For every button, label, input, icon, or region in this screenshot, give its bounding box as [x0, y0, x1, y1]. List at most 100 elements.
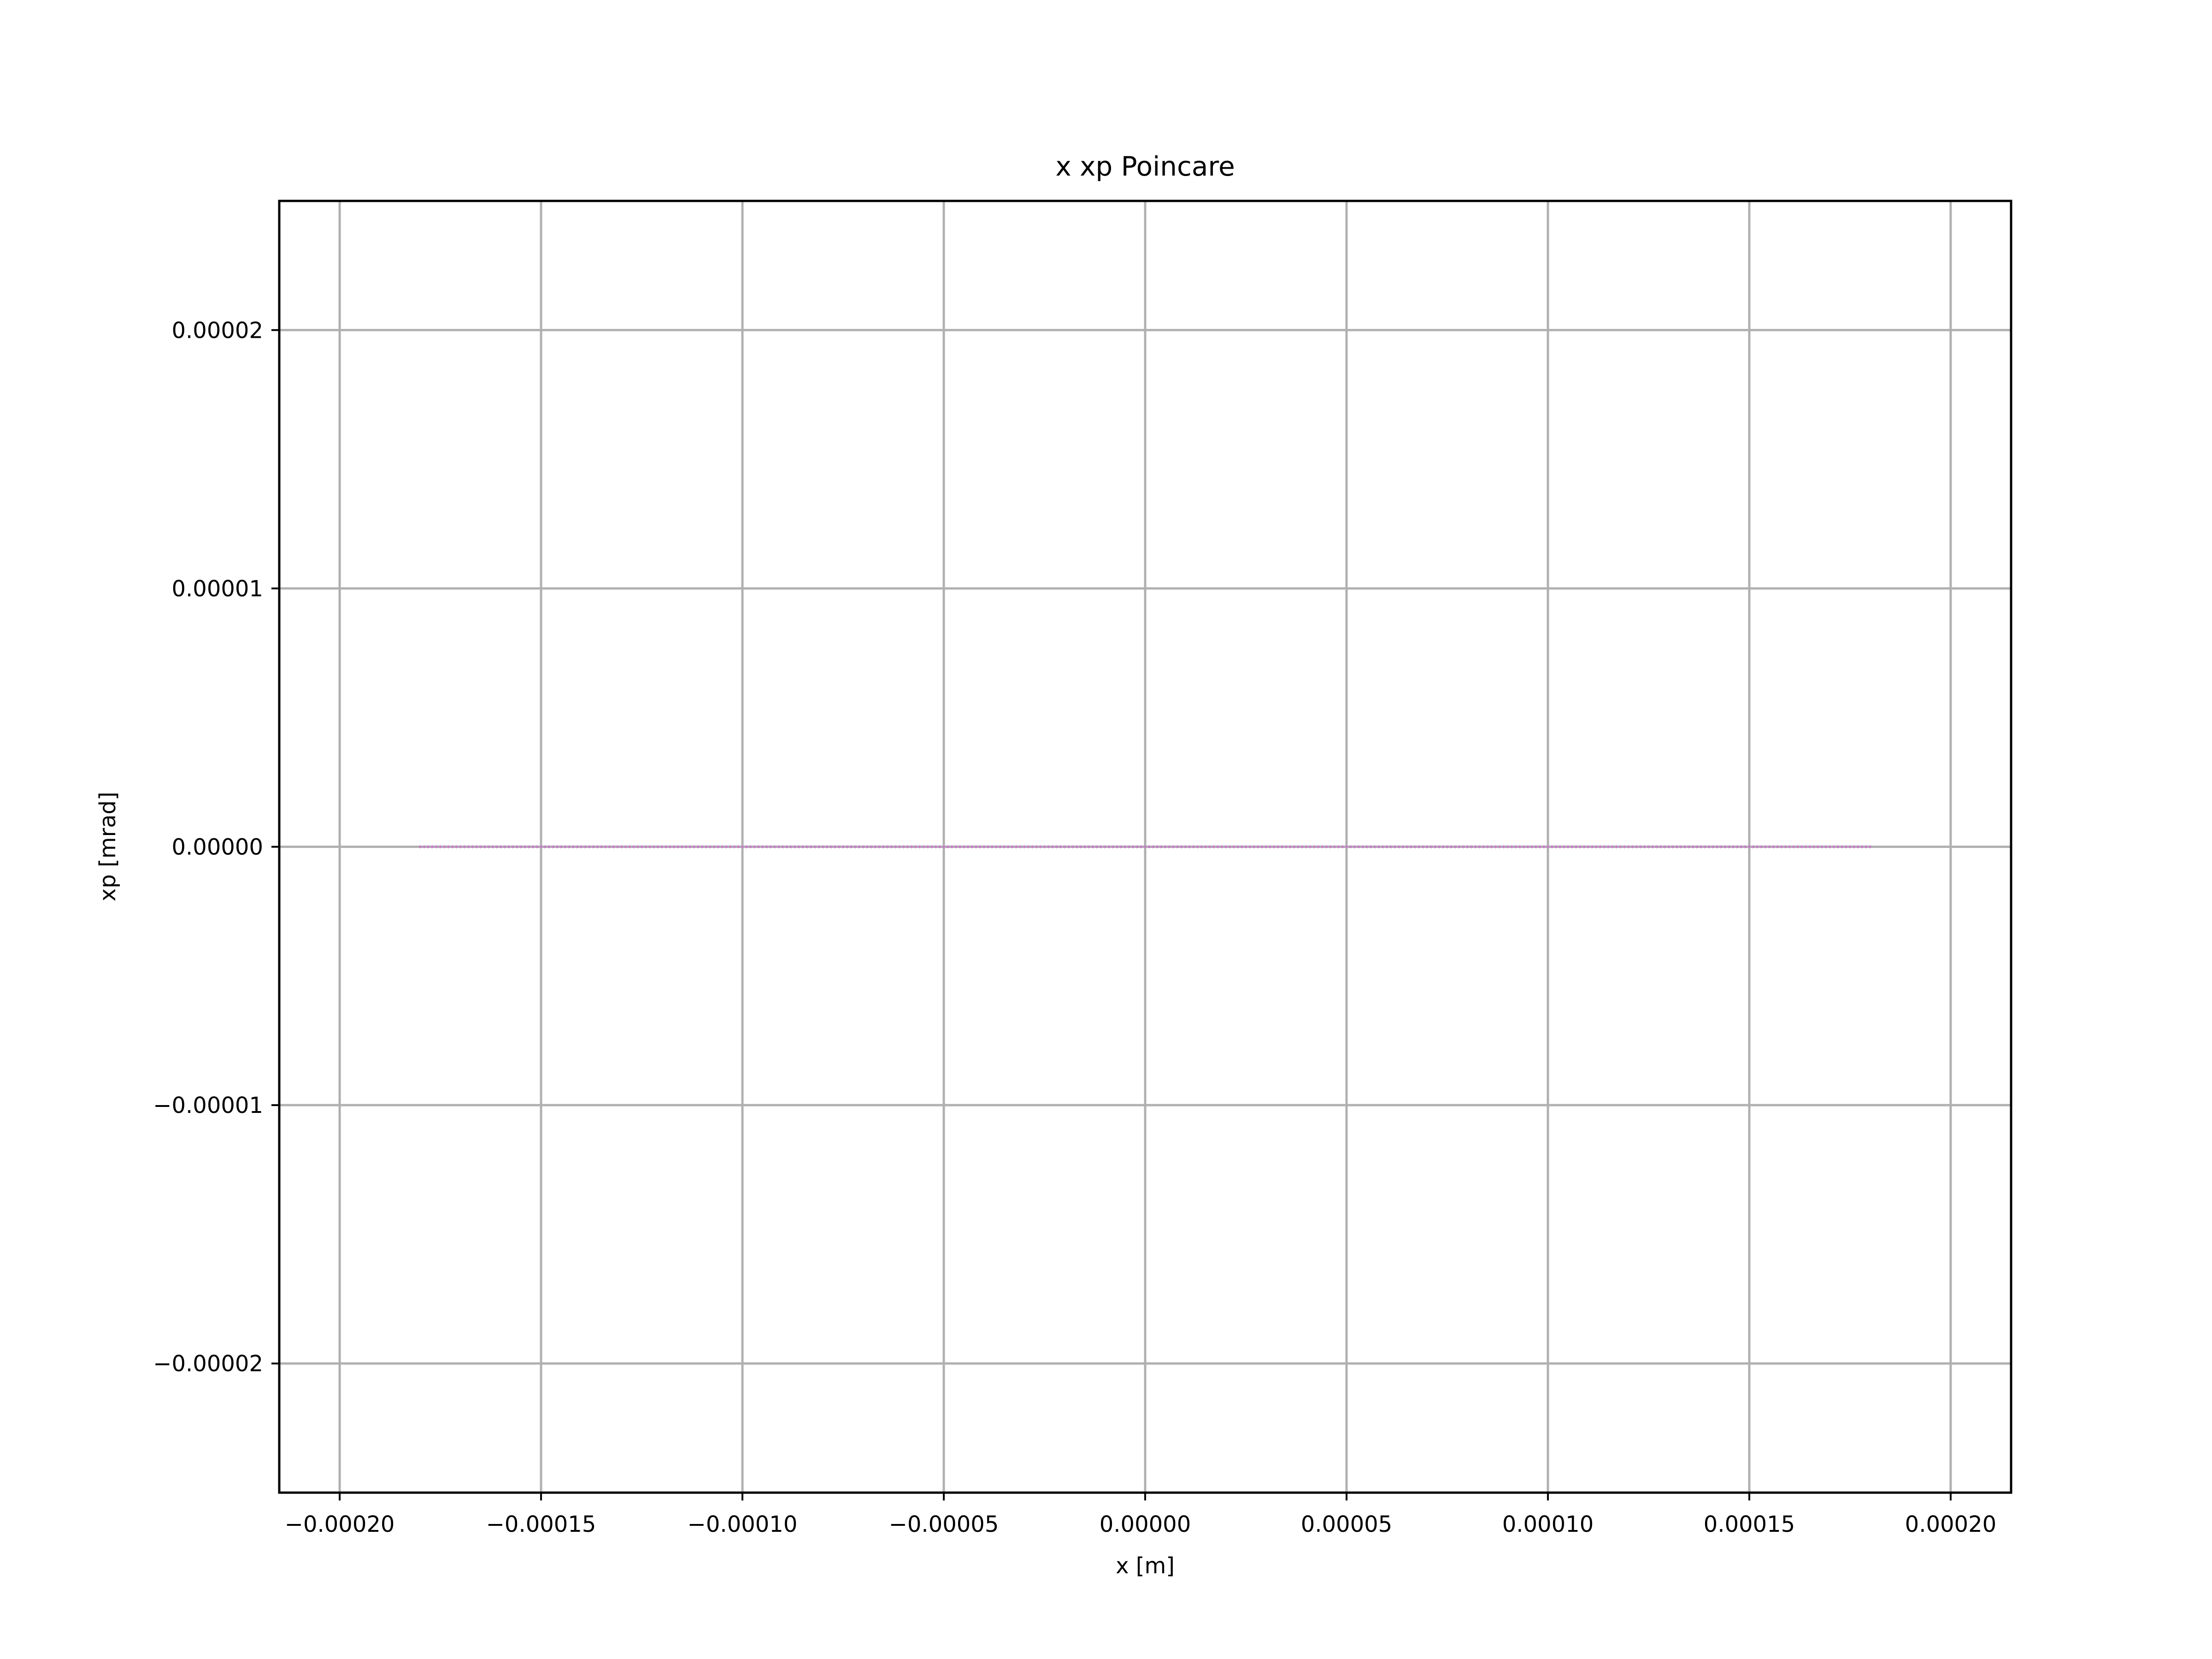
scatter-point	[1450, 845, 1453, 848]
scatter-point	[1236, 845, 1240, 848]
scatter-point	[467, 845, 470, 848]
scatter-point	[1800, 845, 1803, 848]
scatter-point	[1780, 845, 1783, 848]
scatter-point	[588, 845, 591, 848]
scatter-point	[1494, 845, 1497, 848]
scatter-point	[1284, 845, 1288, 848]
scatter-point	[1341, 845, 1344, 848]
scatter-point	[527, 845, 531, 848]
scatter-point	[656, 845, 659, 848]
scatter-point	[418, 845, 422, 848]
scatter-point	[817, 845, 821, 848]
x-tick-label-1: −0.00015	[486, 1512, 596, 1537]
scatter-point	[1458, 845, 1461, 848]
scatter-point	[1619, 845, 1622, 848]
scatter-point	[1663, 845, 1666, 848]
x-tick-label-2: −0.00010	[688, 1512, 798, 1537]
scatter-point	[1200, 845, 1203, 848]
scatter-point	[430, 845, 434, 848]
scatter-point	[1695, 845, 1699, 848]
scatter-point	[1446, 845, 1449, 848]
scatter-point	[1566, 845, 1570, 848]
scatter-point	[785, 845, 788, 848]
scatter-point	[1542, 845, 1546, 848]
scatter-point	[757, 845, 760, 848]
scatter-point	[1220, 845, 1224, 848]
scatter-point	[608, 845, 611, 848]
scatter-point	[1288, 845, 1292, 848]
scatter-point	[1430, 845, 1433, 848]
scatter-point	[841, 845, 845, 848]
scatter-point	[600, 845, 603, 848]
scatter-point	[552, 845, 555, 848]
scatter-point	[672, 845, 676, 848]
scatter-point	[652, 845, 655, 848]
scatter-point	[1168, 845, 1171, 848]
scatter-point	[1059, 845, 1062, 848]
scatter-point	[1510, 845, 1513, 848]
scatter-point	[1260, 845, 1264, 848]
scatter-point	[664, 845, 668, 848]
scatter-point	[741, 845, 744, 848]
scatter-point	[1667, 845, 1671, 848]
scatter-point	[1159, 845, 1163, 848]
scatter-point	[1526, 845, 1530, 848]
scatter-point	[503, 845, 506, 848]
scatter-point	[1453, 845, 1457, 848]
scatter-point	[1747, 845, 1751, 848]
scatter-point	[1063, 845, 1066, 848]
scatter-point	[1180, 845, 1183, 848]
scatter-point	[733, 845, 736, 848]
scatter-point	[813, 845, 817, 848]
scatter-point	[833, 845, 837, 848]
scatter-point	[930, 845, 934, 848]
x-tick-label-8: 0.00020	[1905, 1512, 1997, 1537]
scatter-point	[1522, 845, 1525, 848]
scatter-point	[898, 845, 901, 848]
scatter-point	[1377, 845, 1381, 848]
scatter-point	[1719, 845, 1723, 848]
scatter-point	[1389, 845, 1393, 848]
scatter-point	[870, 845, 873, 848]
scatter-point	[475, 845, 478, 848]
scatter-point	[962, 845, 965, 848]
x-tick-label-3: −0.00005	[889, 1512, 999, 1537]
x-tick-label-0: −0.00020	[285, 1512, 395, 1537]
scatter-point	[1635, 845, 1638, 848]
scatter-point	[926, 845, 930, 848]
scatter-point	[1691, 845, 1694, 848]
scatter-point	[1349, 845, 1352, 848]
scatter-point	[571, 845, 575, 848]
y-tick-label-4: −0.00002	[153, 1351, 263, 1377]
scatter-point	[1514, 845, 1518, 848]
scatter-point	[1208, 845, 1212, 848]
scatter-point	[1075, 845, 1078, 848]
scatter-point	[636, 845, 640, 848]
scatter-point	[1530, 845, 1534, 848]
scatter-point	[491, 845, 494, 848]
scatter-point	[1583, 845, 1586, 848]
scatter-point	[628, 845, 631, 848]
scatter-point	[793, 845, 796, 848]
scatter-point	[439, 845, 442, 848]
scatter-point	[1067, 845, 1071, 848]
scatter-point	[1860, 845, 1864, 848]
scatter-point	[837, 845, 841, 848]
scatter-point	[1518, 845, 1521, 848]
scatter-point	[1687, 845, 1691, 848]
scatter-point	[1055, 845, 1058, 848]
scatter-point	[1554, 845, 1558, 848]
scatter-point	[982, 845, 986, 848]
scatter-point	[1651, 845, 1654, 848]
scatter-point	[1865, 845, 1868, 848]
scatter-point	[789, 845, 793, 848]
scatter-point	[1792, 845, 1795, 848]
scatter-point	[1441, 845, 1445, 848]
scatter-point	[1192, 845, 1195, 848]
scatter-point	[1603, 845, 1606, 848]
scatter-point	[531, 845, 535, 848]
scatter-point	[1820, 845, 1824, 848]
scatter-series	[418, 845, 1872, 848]
scatter-point	[1587, 845, 1590, 848]
